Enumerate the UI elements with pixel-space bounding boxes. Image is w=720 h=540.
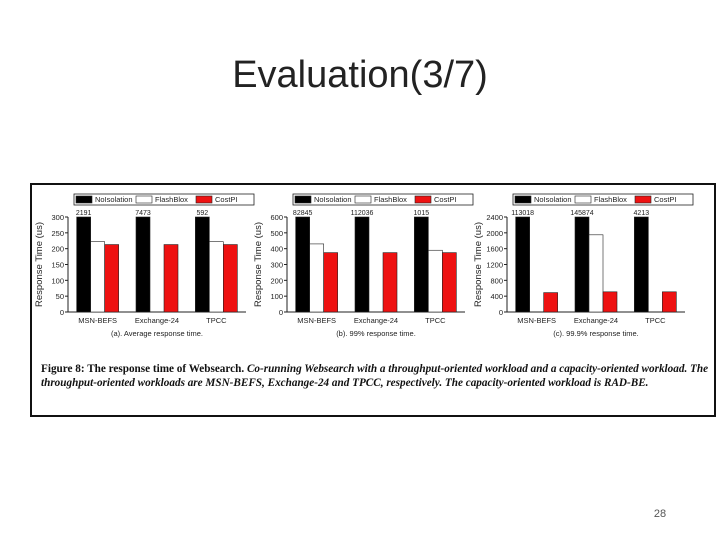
bar: [442, 252, 457, 313]
bar: [662, 291, 677, 313]
bar: [295, 216, 310, 313]
bar: [354, 216, 370, 313]
legend-swatch: [574, 195, 592, 204]
legend-label: FlashBlox: [374, 195, 407, 204]
legend-label: NoIsolation: [314, 195, 352, 204]
y-tick-label: 400: [490, 292, 503, 301]
bar: [135, 216, 151, 313]
bar: [515, 216, 530, 313]
y-axis-label: Response Time (us): [473, 222, 484, 307]
bar: [543, 292, 558, 313]
legend-label: CostPI: [434, 195, 457, 204]
bar-value-label: 113018: [511, 210, 534, 217]
bar: [76, 216, 91, 313]
x-tick-label: Exchange-24: [574, 316, 618, 325]
x-tick-label: MSN-BEFS: [517, 316, 556, 325]
legend-label: CostPI: [215, 195, 238, 204]
legend-label: NoIsolation: [534, 195, 572, 204]
x-tick-label: MSN-BEFS: [78, 316, 117, 325]
legend-box: [73, 193, 255, 206]
y-tick-label: 200: [51, 245, 64, 254]
x-tick-label: Exchange-24: [135, 316, 179, 325]
bar: [574, 216, 590, 313]
bar: [223, 244, 238, 313]
x-tick-label: TPCC: [645, 316, 666, 325]
y-tick-label: 150: [51, 261, 64, 270]
caption-label: Figure 8: The response time of Websearch…: [41, 363, 245, 375]
y-tick-label: 200: [270, 276, 283, 285]
legend-label: FlashBlox: [594, 195, 627, 204]
y-tick-label: 0: [499, 308, 503, 317]
bar: [209, 241, 224, 313]
y-tick-label: 500: [270, 229, 283, 238]
charts-svg: 0 50 100 150 200 250 300 Response Time (us) NoIs…: [34, 193, 694, 338]
y-tick-label: 400: [270, 245, 283, 254]
y-tick-label: 0: [60, 308, 64, 317]
legend-label: NoIsolation: [95, 195, 133, 204]
bar-value-label: 112036: [351, 210, 374, 217]
legend-swatch: [195, 195, 213, 204]
bar: [588, 234, 604, 313]
chart-subtitle: (b). 99% response time.: [336, 329, 416, 338]
y-tick-label: 100: [51, 276, 64, 285]
bar-value-label: 145874: [570, 210, 593, 217]
bar-value-label: 82845: [293, 210, 313, 217]
x-tick-label: MSN-BEFS: [297, 316, 336, 325]
bar: [382, 252, 398, 313]
chart-subtitle: (a). Average response time.: [111, 329, 203, 338]
y-axis-label: Response Time (us): [253, 222, 264, 307]
legend-box: [512, 193, 694, 206]
y-tick-label: 2400: [486, 213, 503, 222]
legend-swatch: [354, 195, 372, 204]
y-tick-label: 800: [490, 276, 503, 285]
bar: [195, 216, 210, 313]
bar: [90, 241, 105, 313]
bar-value-label: 7473: [135, 210, 151, 217]
bar: [428, 249, 443, 313]
legend-swatch: [294, 195, 312, 204]
y-tick-label: 100: [270, 292, 283, 301]
bar: [323, 252, 338, 313]
y-tick-label: 300: [51, 213, 64, 222]
y-tick-label: 0: [279, 308, 283, 317]
y-tick-label: 50: [56, 292, 64, 301]
legend-label: CostPI: [654, 195, 677, 204]
bar-value-label: 2191: [76, 210, 92, 217]
chart-subtitle: (c). 99.9% response time.: [553, 329, 638, 338]
bar: [602, 291, 618, 313]
figure-caption: Figure 8: The response time of Websearch…: [41, 363, 711, 390]
y-tick-label: 1200: [486, 261, 503, 270]
bar-value-label: 4213: [634, 210, 650, 217]
chart-figure: 0 50 100 150 200 250 300 Response Time (us) NoIs…: [30, 183, 716, 417]
bar: [309, 243, 324, 313]
x-tick-label: TPCC: [425, 316, 446, 325]
x-tick-label: Exchange-24: [354, 316, 398, 325]
legend-swatch: [514, 195, 532, 204]
legend-swatch: [414, 195, 432, 204]
bar: [634, 216, 649, 313]
y-axis-label: Response Time (us): [34, 222, 45, 307]
y-tick-label: 250: [51, 229, 64, 238]
page-number: 28: [653, 508, 667, 520]
y-tick-label: 300: [270, 261, 283, 270]
bar-value-label: 592: [196, 210, 208, 217]
y-tick-label: 600: [270, 213, 283, 222]
legend-swatch: [135, 195, 153, 204]
bar: [163, 244, 179, 313]
y-tick-label: 1600: [486, 245, 503, 254]
slide-title: Evaluation(3/7): [232, 54, 488, 96]
legend-box: [292, 193, 474, 206]
legend-label: FlashBlox: [155, 195, 188, 204]
bar: [414, 216, 429, 313]
bar-value-label: 1015: [414, 210, 430, 217]
legend-swatch: [75, 195, 93, 204]
y-tick-label: 2000: [486, 229, 503, 238]
caption-text: Co-running Websearch with a throughput-o…: [41, 363, 709, 389]
legend-swatch: [634, 195, 652, 204]
x-tick-label: TPCC: [206, 316, 227, 325]
bar: [104, 244, 119, 313]
